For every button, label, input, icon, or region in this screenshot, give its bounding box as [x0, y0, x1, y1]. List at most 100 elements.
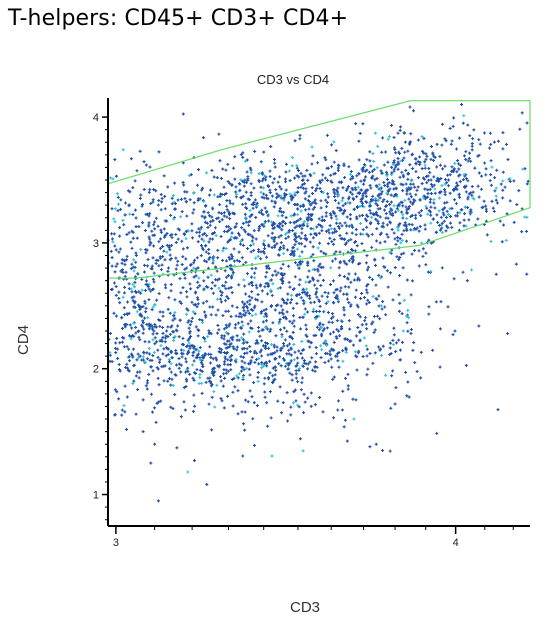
- data-point: [140, 277, 144, 281]
- data-point: [331, 330, 335, 334]
- data-point: [259, 185, 263, 189]
- data-point: [192, 350, 196, 354]
- data-point: [243, 351, 247, 355]
- data-point: [365, 347, 369, 351]
- data-point: [180, 342, 184, 346]
- data-point: [321, 323, 325, 327]
- data-point: [193, 258, 197, 262]
- data-point: [322, 341, 326, 345]
- data-point: [217, 364, 221, 368]
- data-point: [192, 261, 196, 265]
- data-point: [325, 200, 329, 204]
- data-point: [169, 405, 173, 409]
- data-point: [257, 325, 261, 329]
- data-point: [131, 236, 135, 240]
- data-point: [249, 191, 253, 195]
- data-point: [168, 248, 172, 252]
- data-point: [307, 280, 311, 284]
- data-point: [455, 170, 459, 174]
- data-point: [203, 220, 207, 224]
- data-point: [494, 186, 498, 190]
- data-point: [141, 331, 145, 335]
- data-point: [139, 193, 143, 197]
- data-point: [320, 334, 324, 338]
- data-point: [270, 246, 274, 250]
- data-point: [429, 192, 433, 196]
- data-point: [132, 258, 136, 262]
- data-point: [473, 166, 477, 170]
- data-point: [196, 198, 200, 202]
- data-point: [318, 321, 322, 325]
- data-point: [394, 193, 398, 197]
- data-point: [243, 178, 247, 182]
- data-point: [174, 348, 178, 352]
- data-point: [146, 283, 150, 287]
- data-point: [493, 176, 497, 180]
- data-point: [380, 150, 384, 154]
- data-point: [245, 341, 249, 345]
- data-point: [255, 204, 259, 208]
- data-point: [349, 304, 353, 308]
- data-point: [380, 190, 384, 194]
- data-point: [288, 179, 292, 183]
- data-point: [260, 366, 264, 370]
- data-point: [134, 374, 138, 378]
- data-point: [332, 375, 336, 379]
- data-point: [365, 302, 369, 306]
- data-point: [193, 312, 197, 316]
- data-point: [226, 179, 230, 183]
- data-point: [153, 220, 157, 224]
- data-point: [241, 324, 245, 328]
- data-point: [352, 417, 356, 421]
- data-point: [201, 301, 205, 305]
- data-point: [284, 216, 288, 220]
- data-point: [314, 360, 318, 364]
- data-point: [368, 445, 372, 449]
- data-point: [347, 165, 351, 169]
- data-point: [328, 283, 332, 287]
- data-point: [151, 277, 155, 281]
- data-point: [219, 176, 223, 180]
- data-point: [282, 196, 286, 200]
- data-point: [205, 299, 209, 303]
- data-point: [226, 339, 230, 343]
- data-point: [244, 292, 248, 296]
- data-point: [411, 202, 415, 206]
- data-point: [285, 329, 289, 333]
- data-point: [340, 325, 344, 329]
- data-point: [346, 338, 350, 342]
- data-point: [250, 239, 254, 243]
- data-point: [292, 358, 296, 362]
- data-point: [412, 341, 416, 345]
- data-point: [265, 314, 269, 318]
- data-point: [368, 208, 372, 212]
- data-point: [265, 270, 269, 274]
- data-point: [470, 144, 474, 148]
- data-point: [226, 162, 230, 166]
- data-point: [223, 299, 227, 303]
- data-point: [229, 227, 233, 231]
- data-point: [463, 205, 467, 209]
- data-point: [114, 314, 118, 318]
- data-point: [250, 234, 254, 238]
- data-point: [202, 279, 206, 283]
- data-point: [495, 201, 499, 205]
- data-point: [149, 179, 153, 183]
- data-point: [443, 193, 447, 197]
- data-point: [153, 406, 156, 410]
- data-point: [291, 314, 295, 318]
- data-point: [278, 355, 282, 359]
- data-point: [423, 197, 427, 201]
- data-point: [450, 139, 454, 143]
- data-point: [377, 345, 381, 349]
- data-point: [397, 258, 401, 262]
- data-point: [283, 338, 287, 342]
- data-point: [334, 296, 338, 300]
- data-point: [220, 348, 224, 352]
- data-point: [290, 194, 294, 198]
- data-point: [161, 314, 165, 318]
- data-point: [299, 352, 303, 356]
- data-point: [228, 355, 232, 359]
- data-point: [169, 351, 173, 355]
- data-point: [350, 247, 354, 251]
